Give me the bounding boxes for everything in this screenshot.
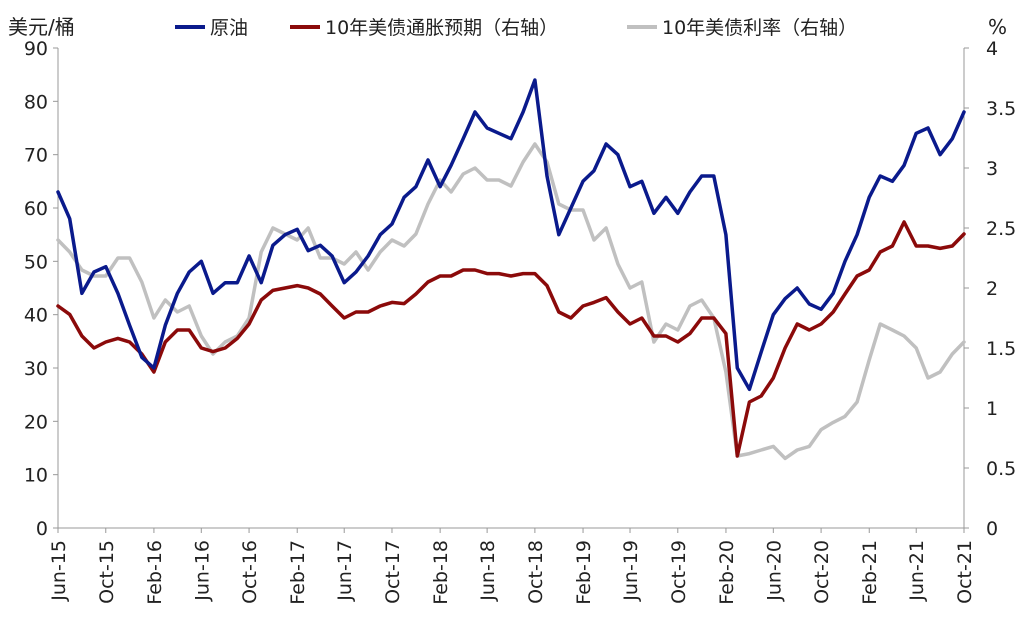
left-y-tick-label: 20 [24,411,48,433]
right-y-tick-label: 3 [986,158,998,180]
right-y-tick-label: 0.5 [986,458,1016,480]
x-tick-label: Feb-16 [144,540,166,605]
left-y-tick-label: 10 [24,465,48,487]
x-tick-label: Oct-15 [96,540,118,604]
x-tick-label: Jun-18 [477,540,499,602]
left-y-tick-label: 0 [36,518,48,540]
series-inflation-expectation-line [56,220,966,458]
x-tick-label: Oct-20 [811,540,833,604]
right-y-tick-label: 2.5 [986,218,1016,240]
legend-label-crude: 原油 [210,17,248,39]
right-y-tick-label: 3.5 [986,98,1016,120]
x-tick-label: Jun-19 [620,540,642,602]
left-axis-unit: 美元/桶 [8,15,75,39]
x-tick-label: Oct-19 [668,540,690,604]
x-tick-label: Oct-17 [382,540,404,604]
x-tick-label: Feb-20 [716,540,738,605]
x-tick-label: Feb-17 [287,540,309,605]
right-y-tick-label: 4 [986,38,998,60]
left-y-tick-label: 80 [24,91,48,113]
x-tick-label: Jun-20 [763,540,785,602]
left-y-tick-label: 40 [24,305,48,327]
left-y-tick-label: 90 [24,38,48,60]
x-tick-label: Feb-18 [430,540,452,605]
right-y-tick-label: 2 [986,278,998,300]
axes: 0 10 20 30 40 50 60 70 80 90 0 0.5 1 1.5 2 2.5 3 3.5 4 Jun-… [24,38,1016,605]
x-tick-label: Jun-16 [191,540,213,602]
x-tick-label: Jun-15 [48,540,70,602]
x-tick-label: Feb-21 [859,540,881,605]
series-layer [56,78,966,461]
x-tick-label: Jun-21 [906,540,928,602]
right-y-tick-label: 1 [986,398,998,420]
legend: 原油 10年美债通胀预期（右轴） 10年美债利率（右轴） [175,17,857,39]
x-tick-label: Oct-16 [239,540,261,604]
left-y-tick-label: 50 [24,251,48,273]
left-y-tick-label: 30 [24,358,48,380]
right-axis-unit: % [988,15,1007,39]
right-y-tick-label: 0 [986,518,998,540]
x-tick-label: Jun-17 [334,540,356,602]
x-tick-label: Oct-18 [525,540,547,604]
right-y-tick-label: 1.5 [986,338,1016,360]
left-y-tick-label: 60 [24,198,48,220]
legend-label-inflation: 10年美债通胀预期（右轴） [325,17,558,39]
legend-label-yield: 10年美债利率（右轴） [662,17,857,39]
x-tick-label: Oct-21 [954,540,976,604]
series-crude-oil-line [56,78,966,392]
series-treasury-yield-line [56,142,966,461]
left-y-tick-label: 70 [24,145,48,167]
x-tick-label: Feb-19 [573,540,595,605]
